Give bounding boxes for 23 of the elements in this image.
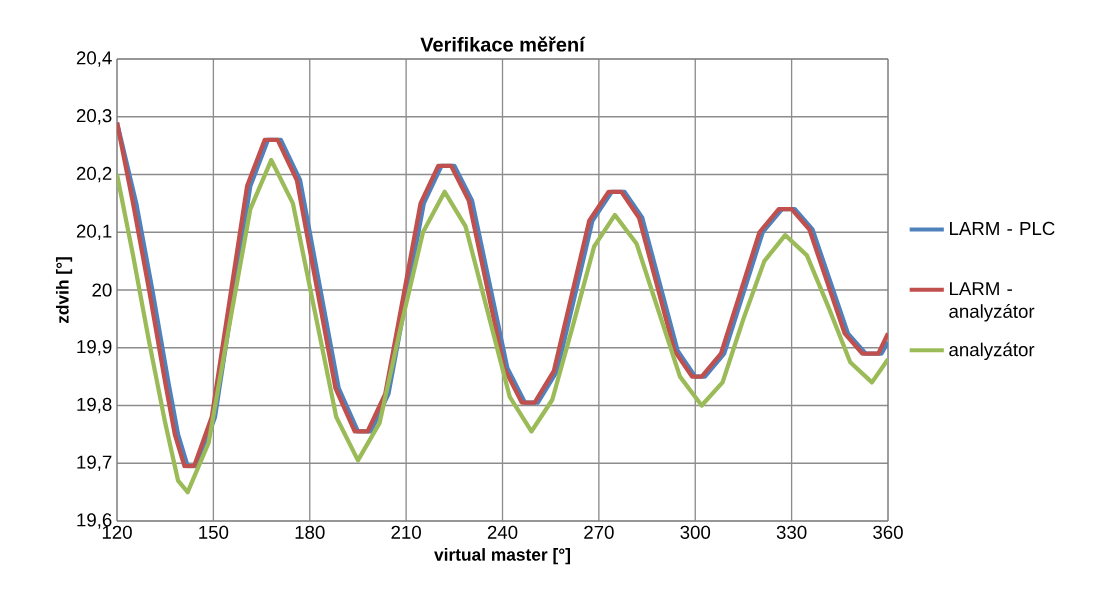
x-axis-title: virtual master [°] bbox=[434, 548, 570, 565]
x-tick-label: 210 bbox=[391, 525, 421, 539]
y-axis-title: zdvih [°] bbox=[55, 257, 73, 324]
line-series bbox=[117, 157, 888, 495]
chart-title: Verifikace měření bbox=[420, 36, 586, 52]
x-tick-label: 360 bbox=[873, 525, 903, 539]
x-tick-label: 270 bbox=[584, 525, 614, 539]
x-tick-label: 240 bbox=[487, 525, 518, 539]
y-tick-label: 19,7 bbox=[77, 455, 112, 471]
y-tick-label: 20,1 bbox=[76, 224, 112, 240]
legend-label: analyzátor bbox=[949, 342, 1035, 361]
y-tick-label: 19,9 bbox=[77, 340, 112, 356]
y-tick-label: 20,3 bbox=[76, 109, 112, 125]
x-tick-label: 150 bbox=[199, 525, 229, 539]
x-tick-label: 330 bbox=[776, 525, 807, 539]
legend-label: LARM - analyzátor bbox=[949, 282, 1035, 322]
y-tick-label: 20,4 bbox=[76, 51, 112, 67]
y-tick-label: 20,2 bbox=[76, 166, 112, 183]
y-tick-label: 19,8 bbox=[77, 397, 112, 414]
x-tick-label: 300 bbox=[680, 525, 711, 539]
x-tick-label: 180 bbox=[295, 525, 325, 539]
legend-label: LARM - PLC bbox=[950, 221, 1055, 236]
y-tick-label: 20 bbox=[92, 283, 112, 297]
